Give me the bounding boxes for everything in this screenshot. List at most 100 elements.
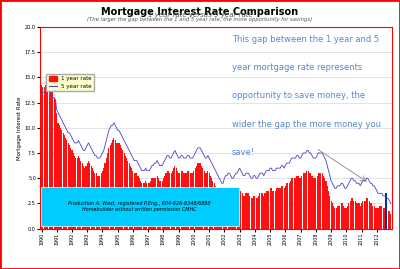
Bar — [204, 171, 205, 229]
Bar — [183, 173, 184, 229]
Bar — [258, 196, 259, 229]
Bar — [230, 196, 231, 229]
Bar — [92, 168, 93, 229]
Text: opportunity to save money, the: opportunity to save money, the — [232, 91, 365, 100]
Bar — [271, 188, 272, 229]
Bar — [214, 183, 215, 229]
Bar — [162, 181, 163, 229]
Bar — [334, 208, 335, 229]
Bar — [82, 163, 83, 229]
Bar — [108, 148, 109, 229]
Bar — [238, 191, 239, 229]
Bar — [45, 85, 46, 229]
Bar — [224, 196, 225, 229]
Bar — [282, 186, 283, 229]
Bar — [228, 193, 229, 229]
Bar — [172, 171, 173, 229]
Bar — [215, 186, 216, 229]
Bar — [136, 173, 137, 229]
Bar — [336, 208, 337, 229]
Bar — [49, 85, 50, 229]
Bar — [134, 173, 135, 229]
Bar — [351, 199, 352, 229]
Bar — [254, 196, 255, 229]
Bar — [98, 176, 99, 229]
Bar — [319, 173, 320, 229]
Bar — [314, 178, 315, 229]
Bar — [324, 178, 325, 229]
Bar — [145, 181, 146, 229]
Bar — [371, 203, 372, 229]
Bar — [135, 173, 136, 229]
Bar — [369, 201, 370, 229]
Bar — [350, 201, 351, 229]
Bar — [65, 138, 66, 229]
Bar — [60, 128, 61, 229]
Bar — [243, 196, 244, 229]
Bar — [47, 82, 48, 229]
Bar — [87, 163, 88, 229]
Bar — [220, 196, 221, 229]
Bar — [339, 206, 340, 229]
Bar — [200, 163, 201, 229]
Bar — [78, 155, 79, 229]
Bar — [191, 173, 192, 229]
Bar — [178, 173, 179, 229]
Bar — [160, 181, 162, 229]
Bar — [93, 171, 94, 229]
Bar — [299, 178, 300, 229]
Bar — [235, 193, 236, 229]
Bar — [310, 173, 311, 229]
Bar — [263, 196, 264, 229]
Bar — [96, 173, 97, 229]
Bar — [187, 171, 188, 229]
Bar — [284, 188, 285, 229]
Bar — [229, 193, 230, 229]
Bar — [362, 201, 363, 229]
Bar — [84, 168, 85, 229]
Bar — [364, 201, 365, 229]
Bar — [329, 196, 330, 229]
Bar — [240, 191, 242, 229]
Bar — [322, 173, 323, 229]
Bar — [202, 168, 203, 229]
Bar — [250, 199, 252, 229]
Bar — [249, 196, 250, 229]
Bar — [83, 166, 84, 229]
Bar — [117, 143, 118, 229]
Bar — [141, 183, 142, 229]
Bar — [304, 173, 305, 229]
Bar — [385, 208, 386, 229]
Text: wider the gap the more money you: wider the gap the more money you — [232, 120, 381, 129]
Bar — [73, 153, 74, 229]
Bar — [156, 176, 158, 229]
Bar — [300, 178, 301, 229]
Bar — [277, 188, 278, 229]
Bar — [62, 133, 64, 229]
Bar — [305, 173, 306, 229]
Bar — [139, 178, 140, 229]
Bar — [127, 161, 128, 229]
Bar — [225, 196, 226, 229]
Bar — [382, 208, 384, 229]
Bar — [268, 191, 269, 229]
Bar — [366, 199, 367, 229]
Bar — [207, 171, 208, 229]
Bar — [285, 186, 286, 229]
Bar — [248, 193, 249, 229]
Bar — [130, 166, 131, 229]
Bar — [64, 135, 65, 229]
Bar — [201, 166, 202, 229]
Bar — [252, 199, 253, 229]
Bar — [125, 155, 126, 229]
Bar — [344, 208, 346, 229]
Bar — [352, 199, 353, 229]
Bar — [144, 183, 145, 229]
Bar — [55, 100, 56, 229]
Bar — [70, 148, 71, 229]
Bar — [318, 173, 319, 229]
Bar — [346, 208, 347, 229]
Bar — [343, 206, 344, 229]
Bar — [379, 206, 380, 229]
Bar — [131, 168, 132, 229]
